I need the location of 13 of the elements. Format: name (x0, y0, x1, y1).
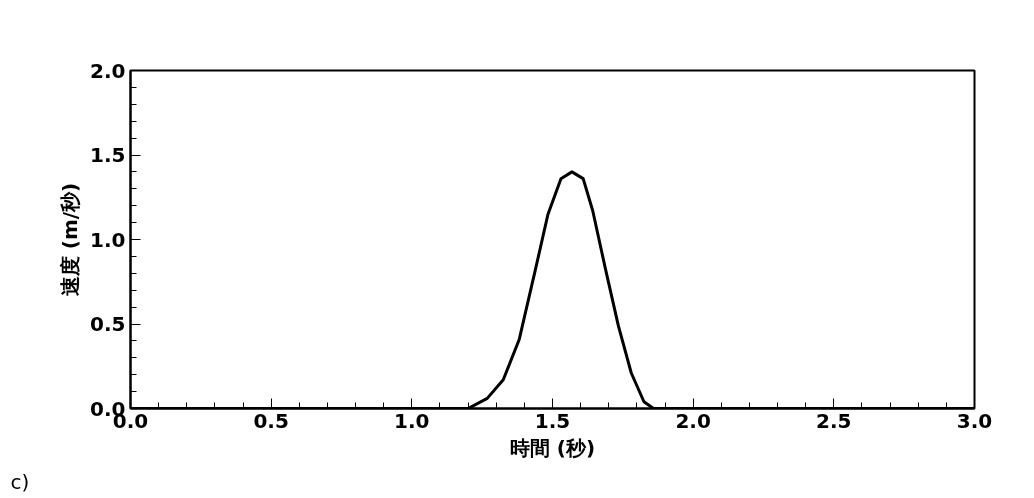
y-tick-label: 2.0 (90, 58, 126, 83)
text: c) (10, 469, 30, 494)
x-tick-label: 1.5 (534, 408, 571, 433)
y-tick-label: 0.5 (90, 312, 126, 336)
x-tick-label: 2.0 (675, 408, 711, 433)
x-tick-label: 2.5 (816, 408, 852, 433)
x-tick-label: 0.5 (253, 408, 289, 433)
x-tick-label: 1.0 (394, 408, 430, 433)
x-axis-title: 時間 (秒) (509, 435, 596, 460)
y-tick-label: 1.5 (90, 143, 126, 167)
y-axis-title: 速度 (m/秒) (58, 182, 83, 297)
y-tick-label: 1.0 (90, 227, 126, 252)
x-tick-label: 3.0 (956, 408, 993, 433)
